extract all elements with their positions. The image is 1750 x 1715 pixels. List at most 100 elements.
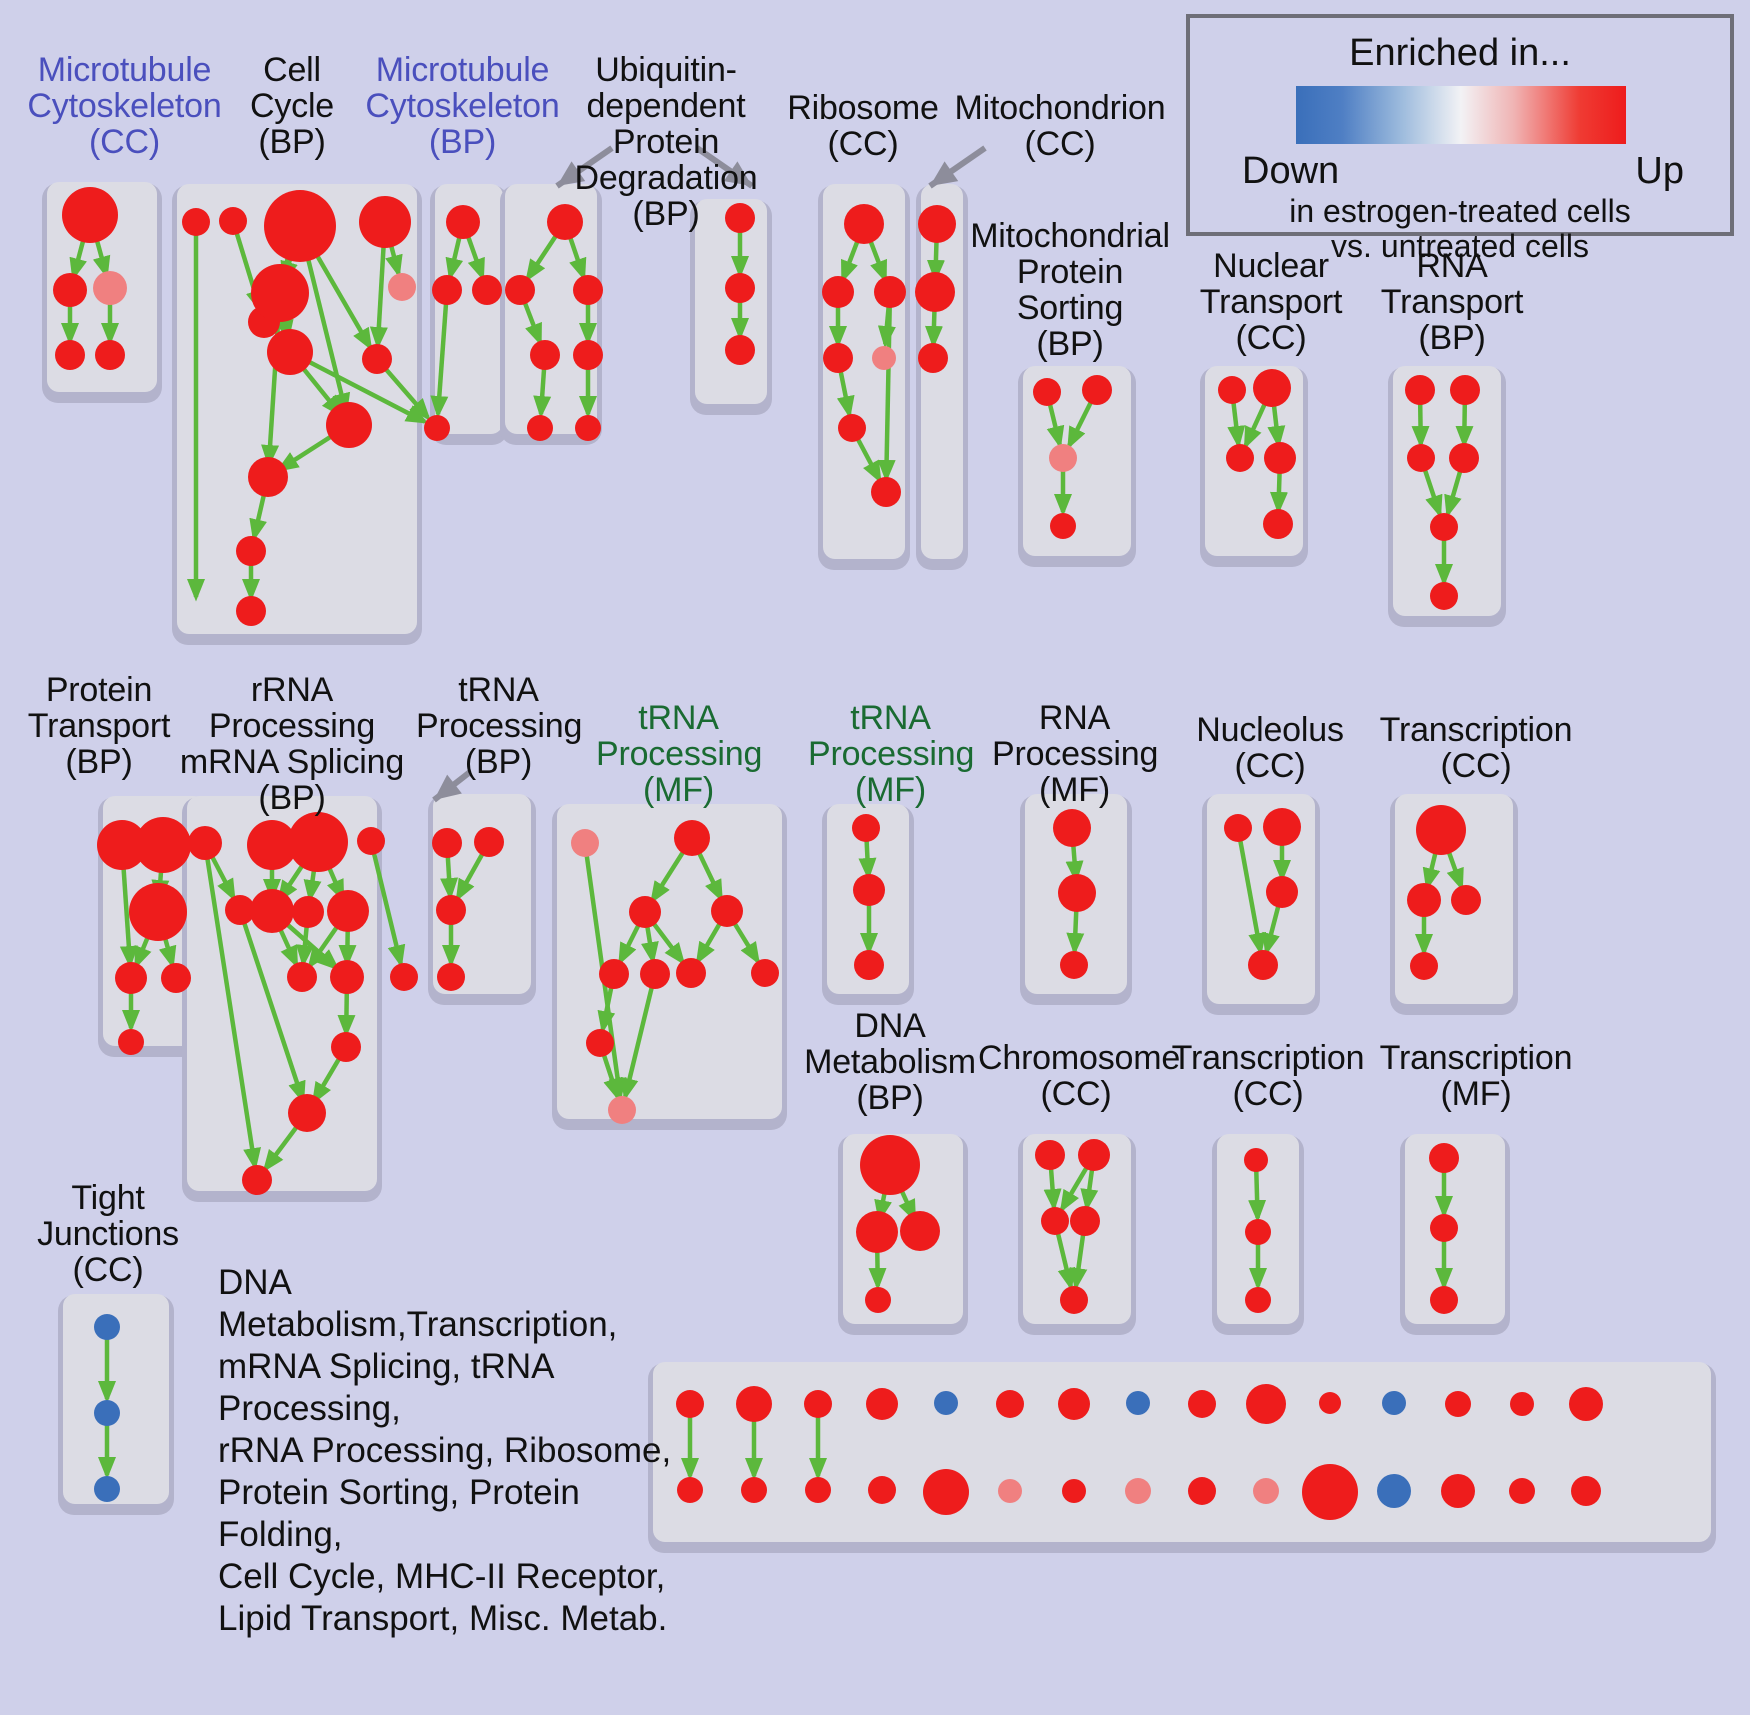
- gene-node-up[interactable]: [1407, 444, 1435, 472]
- gene-node-up[interactable]: [1070, 1206, 1100, 1236]
- gene-node-up[interactable]: [1218, 376, 1246, 404]
- gene-node-up[interactable]: [575, 415, 601, 441]
- gene-node-up[interactable]: [248, 457, 288, 497]
- gene-node-up[interactable]: [1248, 950, 1278, 980]
- gene-node-up[interactable]: [1430, 582, 1458, 610]
- gene-node-mid[interactable]: [1253, 1478, 1279, 1504]
- gene-node-up[interactable]: [161, 963, 191, 993]
- gene-node-up[interactable]: [1053, 809, 1091, 847]
- gene-node-up[interactable]: [1445, 1391, 1471, 1417]
- gene-node-down[interactable]: [934, 1391, 958, 1415]
- gene-node-up[interactable]: [1430, 1286, 1458, 1314]
- gene-node-up[interactable]: [1035, 1140, 1065, 1170]
- gene-node-up[interactable]: [1449, 443, 1479, 473]
- gene-node-up[interactable]: [1319, 1392, 1341, 1414]
- gene-node-up[interactable]: [267, 329, 313, 375]
- gene-node-up[interactable]: [1050, 513, 1076, 539]
- gene-node-up[interactable]: [599, 959, 629, 989]
- gene-node-up[interactable]: [95, 340, 125, 370]
- gene-node-up[interactable]: [1441, 1474, 1475, 1508]
- gene-node-up[interactable]: [676, 958, 706, 988]
- gene-node-up[interactable]: [1510, 1392, 1534, 1416]
- gene-node-up[interactable]: [390, 963, 418, 991]
- gene-node-up[interactable]: [1188, 1477, 1216, 1505]
- gene-node-up[interactable]: [1224, 814, 1252, 842]
- gene-node-up[interactable]: [292, 896, 324, 928]
- gene-node-up[interactable]: [225, 895, 255, 925]
- gene-node-up[interactable]: [1569, 1387, 1603, 1421]
- gene-node-up[interactable]: [330, 960, 364, 994]
- gene-node-down[interactable]: [94, 1476, 120, 1502]
- gene-node-up[interactable]: [1060, 1286, 1088, 1314]
- gene-node-up[interactable]: [472, 275, 502, 305]
- gene-node-mid[interactable]: [608, 1096, 636, 1124]
- gene-node-up[interactable]: [854, 950, 884, 980]
- gene-node-up[interactable]: [446, 205, 480, 239]
- gene-node-up[interactable]: [505, 275, 535, 305]
- gene-node-up[interactable]: [918, 205, 956, 243]
- gene-node-up[interactable]: [573, 340, 603, 370]
- gene-node-up[interactable]: [1244, 1148, 1268, 1172]
- gene-node-up[interactable]: [425, 416, 449, 440]
- gene-node-mid[interactable]: [1125, 1478, 1151, 1504]
- gene-node-up[interactable]: [251, 264, 309, 322]
- gene-node-up[interactable]: [1266, 876, 1298, 908]
- gene-node-up[interactable]: [822, 276, 854, 308]
- gene-node-up[interactable]: [547, 204, 583, 240]
- gene-node-down[interactable]: [1377, 1474, 1411, 1508]
- gene-node-up[interactable]: [866, 1388, 898, 1420]
- gene-node-up[interactable]: [860, 1135, 920, 1195]
- gene-node-mid[interactable]: [93, 271, 127, 305]
- gene-node-up[interactable]: [1264, 442, 1296, 474]
- gene-node-up[interactable]: [331, 1032, 361, 1062]
- gene-node-up[interactable]: [640, 959, 670, 989]
- gene-node-up[interactable]: [188, 826, 222, 860]
- gene-node-up[interactable]: [1245, 1219, 1271, 1245]
- gene-node-up[interactable]: [805, 1477, 831, 1503]
- gene-node-down[interactable]: [1126, 1391, 1150, 1415]
- gene-node-up[interactable]: [676, 1390, 704, 1418]
- gene-node-up[interactable]: [97, 820, 147, 870]
- gene-node-up[interactable]: [725, 335, 755, 365]
- gene-node-up[interactable]: [1263, 509, 1293, 539]
- gene-node-up[interactable]: [868, 1476, 896, 1504]
- gene-node-mid[interactable]: [872, 346, 896, 370]
- gene-node-up[interactable]: [823, 343, 853, 373]
- gene-node-up[interactable]: [1188, 1390, 1216, 1418]
- gene-node-up[interactable]: [129, 883, 187, 941]
- gene-node-up[interactable]: [53, 273, 87, 307]
- gene-node-up[interactable]: [1430, 1214, 1458, 1242]
- gene-node-up[interactable]: [1509, 1478, 1535, 1504]
- gene-node-up[interactable]: [677, 1477, 703, 1503]
- gene-node-up[interactable]: [264, 190, 336, 262]
- gene-node-up[interactable]: [527, 415, 553, 441]
- gene-node-up[interactable]: [118, 1029, 144, 1055]
- gene-node-up[interactable]: [1082, 375, 1112, 405]
- gene-node-up[interactable]: [900, 1211, 940, 1251]
- gene-node-up[interactable]: [1033, 378, 1061, 406]
- gene-node-up[interactable]: [725, 273, 755, 303]
- gene-node-up[interactable]: [1410, 952, 1438, 980]
- gene-node-up[interactable]: [1430, 513, 1458, 541]
- gene-node-up[interactable]: [573, 275, 603, 305]
- gene-node-up[interactable]: [1407, 883, 1441, 917]
- gene-node-up[interactable]: [996, 1390, 1024, 1418]
- gene-node-up[interactable]: [844, 204, 884, 244]
- gene-node-up[interactable]: [250, 889, 294, 933]
- gene-node-up[interactable]: [1078, 1139, 1110, 1171]
- gene-node-up[interactable]: [1058, 874, 1096, 912]
- gene-node-up[interactable]: [725, 203, 755, 233]
- gene-node-up[interactable]: [1058, 1388, 1090, 1420]
- gene-node-up[interactable]: [852, 814, 880, 842]
- gene-node-up[interactable]: [288, 812, 348, 872]
- gene-node-up[interactable]: [856, 1211, 898, 1253]
- gene-node-up[interactable]: [357, 827, 385, 855]
- gene-node-up[interactable]: [432, 275, 462, 305]
- gene-node-up[interactable]: [236, 596, 266, 626]
- gene-node-up[interactable]: [1263, 808, 1301, 846]
- gene-node-up[interactable]: [1429, 1143, 1459, 1173]
- gene-node-mid[interactable]: [571, 829, 599, 857]
- gene-node-up[interactable]: [287, 962, 317, 992]
- gene-node-up[interactable]: [326, 402, 372, 448]
- gene-node-up[interactable]: [1062, 1479, 1086, 1503]
